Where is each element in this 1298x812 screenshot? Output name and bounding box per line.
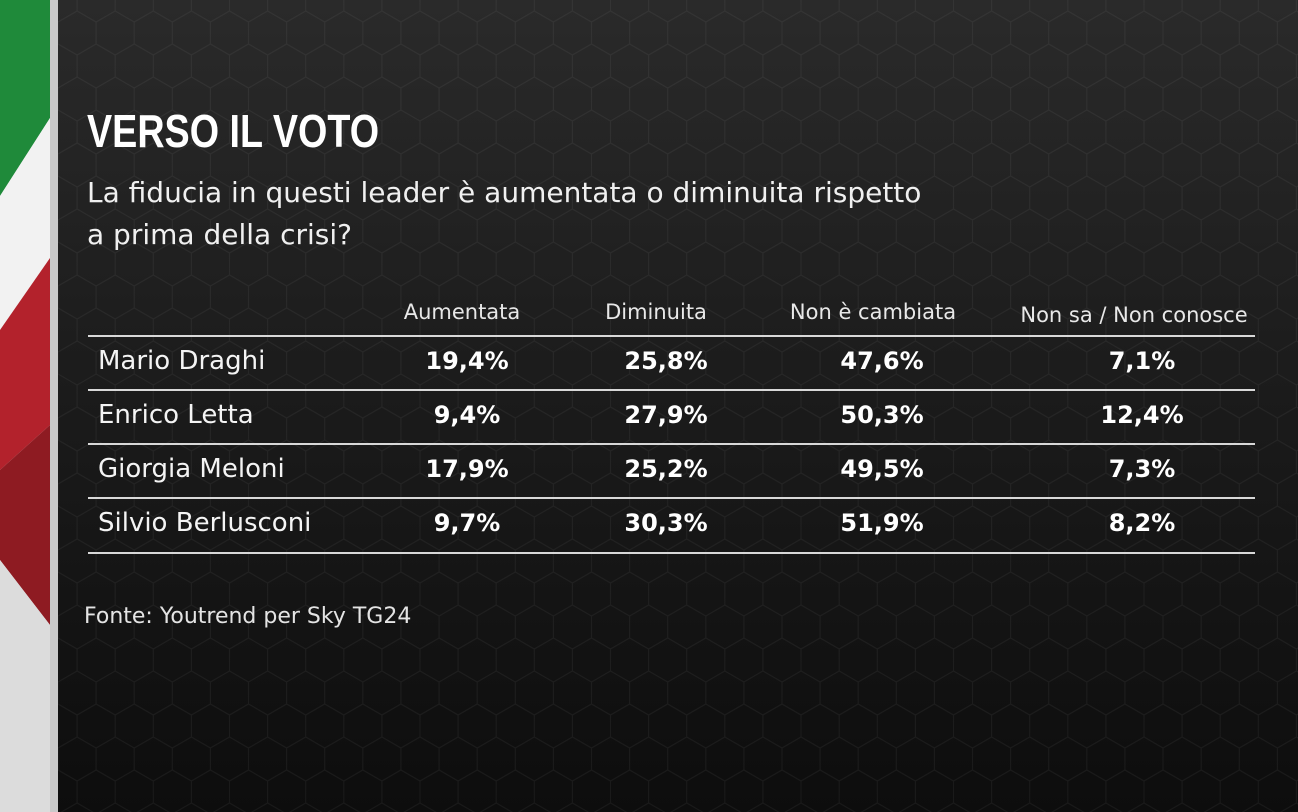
value-non-cambiata: 50,3% bbox=[840, 401, 924, 429]
value-diminuita: 30,3% bbox=[624, 509, 708, 537]
leader-name: Silvio Berlusconi bbox=[98, 508, 312, 538]
column-header-non-sa: Non sa / Non conosce bbox=[1020, 303, 1248, 327]
column-header-aumentata: Aumentata bbox=[403, 300, 521, 324]
value-non-sa: 8,2% bbox=[1108, 509, 1176, 537]
source-note: Fonte: Youtrend per Sky TG24 bbox=[84, 604, 412, 629]
column-header-non-cambiata: Non è cambiata bbox=[789, 300, 957, 324]
value-non-sa: 7,1% bbox=[1108, 347, 1176, 375]
value-diminuita: 25,2% bbox=[624, 455, 708, 483]
column-header-diminuita: Diminuita bbox=[605, 300, 707, 324]
graphic-panel bbox=[58, 0, 1298, 812]
value-non-sa: 7,3% bbox=[1108, 455, 1176, 483]
table-row: Enrico Letta 9,4% 27,9% 50,3% 12,4% bbox=[88, 389, 1255, 444]
leader-name: Enrico Letta bbox=[98, 400, 254, 430]
value-aumentata: 9,4% bbox=[433, 401, 501, 429]
panel-divider bbox=[50, 0, 58, 812]
value-non-cambiata: 47,6% bbox=[840, 347, 924, 375]
hexagon-grid bbox=[58, 0, 1298, 812]
hexagon-pattern-background bbox=[58, 0, 1298, 812]
page-title: VERSO IL VOTO bbox=[87, 105, 380, 157]
value-aumentata: 17,9% bbox=[425, 455, 509, 483]
leader-name: Giorgia Meloni bbox=[98, 454, 285, 484]
value-diminuita: 25,8% bbox=[624, 347, 708, 375]
italian-flag-decoration bbox=[0, 0, 50, 812]
value-non-cambiata: 51,9% bbox=[840, 509, 924, 537]
value-non-cambiata: 49,5% bbox=[840, 455, 924, 483]
page-subtitle: La fiducia in questi leader è aumentata … bbox=[87, 176, 922, 251]
table-row: Silvio Berlusconi 9,7% 30,3% 51,9% 8,2% bbox=[88, 497, 1255, 554]
value-diminuita: 27,9% bbox=[624, 401, 708, 429]
leader-name: Mario Draghi bbox=[98, 346, 266, 376]
value-aumentata: 19,4% bbox=[425, 347, 509, 375]
value-non-sa: 12,4% bbox=[1100, 401, 1184, 429]
table-row: Mario Draghi 19,4% 25,8% 47,6% 7,1% bbox=[88, 335, 1255, 390]
table-row: Giorgia Meloni 17,9% 25,2% 49,5% 7,3% bbox=[88, 443, 1255, 498]
value-aumentata: 9,7% bbox=[433, 509, 501, 537]
